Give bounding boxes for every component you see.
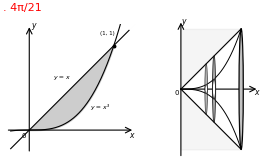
Text: . 4π/21: . 4π/21: [3, 3, 41, 13]
Text: y: y: [182, 17, 186, 26]
Ellipse shape: [213, 56, 216, 122]
Text: x: x: [129, 131, 134, 140]
Ellipse shape: [205, 85, 207, 94]
Ellipse shape: [213, 79, 216, 99]
Text: y = x³: y = x³: [90, 104, 109, 110]
Ellipse shape: [239, 34, 243, 144]
Text: 0: 0: [174, 90, 179, 96]
Text: y: y: [31, 21, 36, 30]
Text: x: x: [255, 87, 259, 97]
Text: y = x: y = x: [53, 75, 70, 80]
Text: (1, 1): (1, 1): [100, 31, 115, 36]
Ellipse shape: [205, 64, 207, 114]
Ellipse shape: [239, 29, 243, 149]
Text: 0: 0: [21, 133, 25, 139]
